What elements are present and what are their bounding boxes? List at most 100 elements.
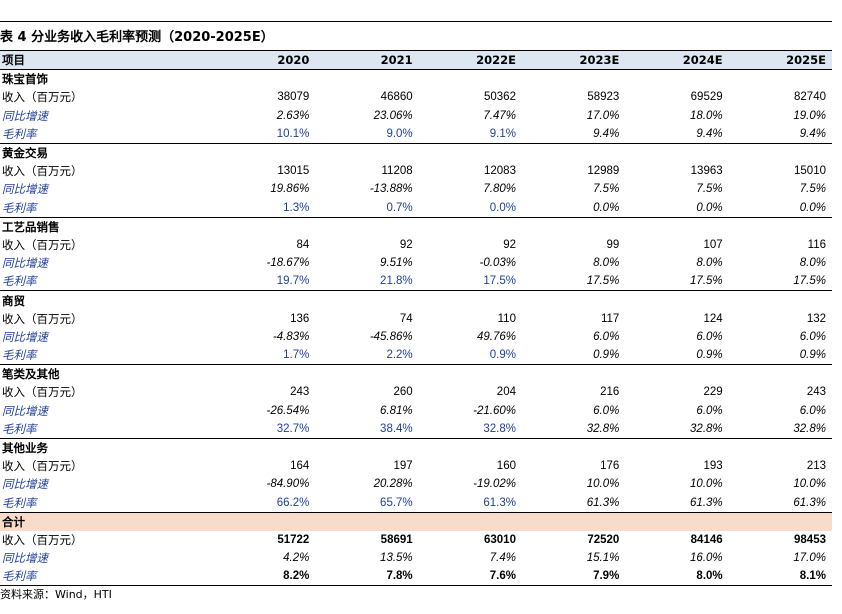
growth-label: 同比增速 [2,182,48,197]
segment-header-row: 其他业务 [0,437,832,458]
segment-header-row: 黄金交易 [0,142,832,163]
revenue-value: 197 [393,460,413,473]
revenue-label: 收入（百万元） [2,385,83,400]
margin-value: 32.8% [793,422,826,435]
growth-value: 49.76% [476,330,516,343]
growth-value: 10.0% [690,478,723,491]
revenue-value: 74 [399,312,413,325]
margin-label: 毛利率 [2,126,37,141]
total-revenue-row: 收入（百万元） 51722 58691 63010 72520 84146 98453 [0,531,832,549]
growth-row: 同比增速 -4.83% -45.86% 49.76% 6.0% 6.0% 6.0% [0,328,832,346]
header-year: 2025E [728,49,832,71]
growth-value: 17.0% [586,109,620,122]
revenue-value: 46860 [380,91,413,104]
margin-label: 毛利率 [2,421,37,436]
margin-value: 32.8% [586,422,620,435]
growth-value: 7.5% [593,183,620,196]
growth-value: 10.0% [793,478,826,491]
revenue-value: 13015 [277,165,310,178]
margin-value: 32.8% [483,422,516,435]
growth-value: -4.83% [272,330,310,343]
growth-value: -26.54% [266,404,310,417]
margin-value: 1.7% [283,349,310,362]
margin-value: 61.3% [793,496,826,509]
margin-value: 17.5% [690,275,723,288]
growth-value: 8.0% [593,257,620,270]
margin-value: 17.5% [793,275,826,288]
margin-value: 10.1% [276,127,310,140]
margin-row: 毛利率 10.1% 9.0% 9.1% 9.4% 9.4% 9.4% [0,125,832,144]
revenue-value: 50362 [484,91,516,104]
revenue-value: 136 [290,312,310,325]
segment-name: 其他业务 [0,437,212,458]
growth-value: -84.90% [266,478,310,491]
growth-value: 6.0% [696,404,723,417]
total-growth-value: 15.1% [586,552,620,565]
margin-value: 0.0% [593,201,620,214]
margin-row: 毛利率 1.3% 0.7% 0.0% 0.0% 0.0% 0.0% [0,199,832,218]
margin-value: 38.4% [380,422,413,435]
revenue-value: 92 [503,238,516,251]
margin-value: 61.3% [483,496,516,509]
growth-value: 6.0% [799,330,826,343]
revenue-value: 176 [600,460,620,473]
growth-row: 同比增速 -18.67% 9.51% -0.03% 8.0% 8.0% 8.0% [0,254,832,272]
growth-value: -0.03% [479,257,516,270]
revenue-value: 110 [497,312,516,325]
revenue-value: 12083 [484,165,516,178]
header-year: 2023E [521,49,626,71]
revenue-value: 82740 [794,91,826,104]
revenue-value: 84 [296,238,310,251]
margin-value: 2.2% [386,349,413,362]
revenue-value: 15010 [794,165,826,178]
margin-label: 毛利率 [0,567,212,587]
margin-value: 65.7% [380,496,413,509]
revenue-value: 107 [703,238,723,251]
margin-value: 1.3% [283,201,310,214]
revenue-row: 收入（百万元） 38079 46860 50362 58923 69529 82740 [0,88,832,106]
growth-value: 7.80% [483,183,516,196]
source-note: 资料来源：Wind，HTI [0,588,112,601]
margin-value: 0.9% [696,349,723,362]
total-growth-row: 同比增速 4.2% 13.5% 7.4% 15.1% 16.0% 17.0% [0,549,832,567]
growth-value: -18.67% [266,257,310,270]
total-growth-value: 16.0% [690,552,723,565]
revenue-value: 116 [807,238,826,251]
total-revenue-value: 58691 [380,533,413,546]
segment-header-row: 笔类及其他 [0,364,832,384]
growth-value: 2.63% [276,109,310,122]
header-row: 项目 2020 2021 2022E 2023E 2024E 2025E [0,49,832,71]
growth-row: 同比增速 -84.90% 20.28% -19.02% 10.0% 10.0% 10.0% [0,475,832,493]
revenue-value: 243 [806,386,826,399]
margin-value: 9.1% [489,127,516,140]
revenue-value: 58923 [587,91,620,104]
growth-value: 23.06% [373,109,413,122]
growth-value: 8.0% [799,257,826,270]
margin-row: 毛利率 1.7% 2.2% 0.9% 0.9% 0.9% 0.9% [0,346,832,365]
header-year: 2024E [625,49,729,71]
header-year: 2022E [418,49,522,71]
margin-value: 0.0% [696,201,723,214]
growth-value: 6.0% [696,330,723,343]
growth-label: 同比增速 [2,108,48,123]
revenue-value: 11208 [381,165,413,178]
total-name: 合计 [0,511,212,531]
total-margin-value: 8.1% [728,567,832,587]
total-revenue-value: 84146 [690,533,723,546]
margin-value: 0.0% [489,201,516,214]
margin-value: 61.3% [690,496,723,509]
revenue-value: 193 [703,460,723,473]
header-year: 2020 [212,49,316,71]
growth-value: 7.5% [799,183,826,196]
growth-row: 同比增速 -26.54% 6.81% -21.60% 6.0% 6.0% 6.0% [0,402,832,420]
total-margin-value: 8.2% [212,567,316,587]
revenue-label: 收入（百万元） [2,459,83,474]
revenue-value: 92 [399,238,413,251]
margin-row: 毛利率 66.2% 65.7% 61.3% 61.3% 61.3% 61.3% [0,494,832,513]
growth-value: 10.0% [586,478,620,491]
margin-value: 9.0% [386,127,413,140]
revenue-value: 243 [290,386,310,399]
growth-value: 6.0% [593,404,620,417]
growth-label: 同比增速 [2,403,48,418]
margin-value: 0.0% [799,201,826,214]
